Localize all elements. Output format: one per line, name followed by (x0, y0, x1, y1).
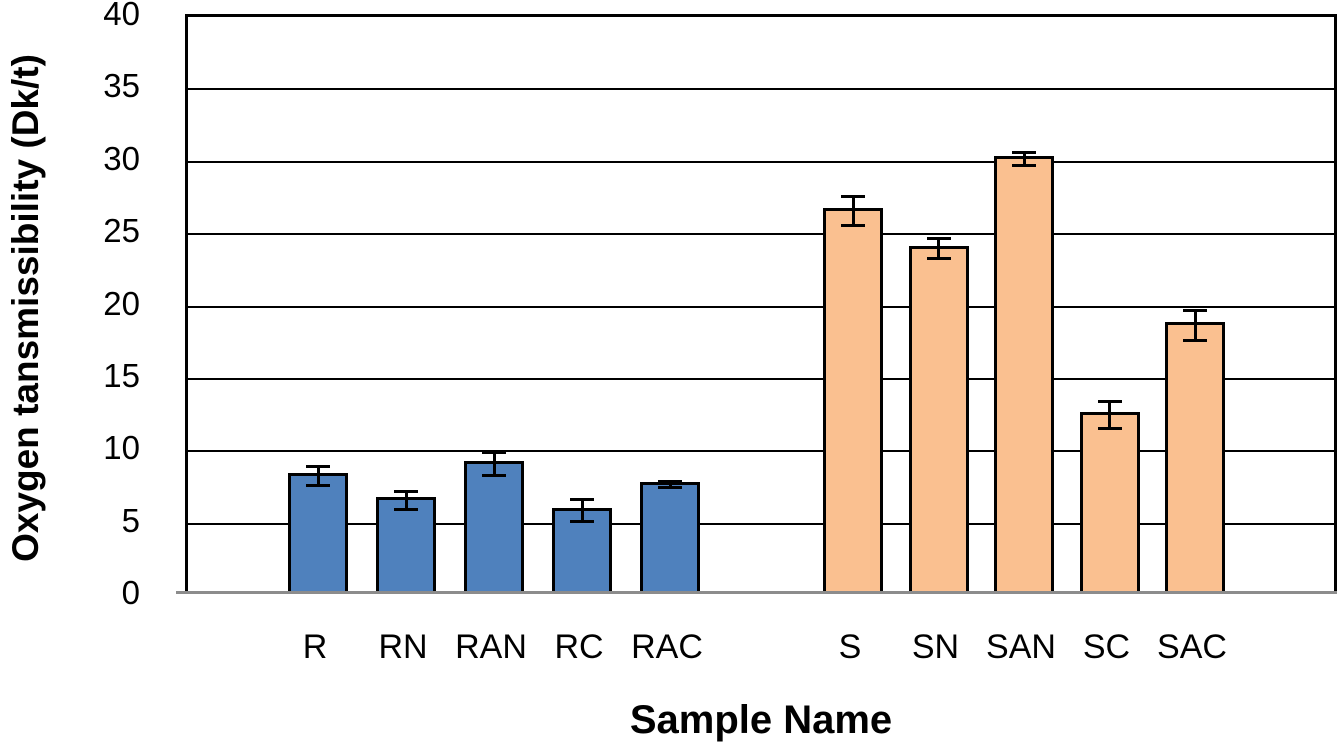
error-bar-cap-top (658, 480, 682, 484)
bar-SAC (1165, 322, 1225, 593)
error-bar-cap-top (570, 498, 594, 502)
gridline-10 (188, 450, 1334, 453)
x-axis-title: Sample Name (629, 698, 893, 742)
gridline-25 (188, 233, 1334, 236)
x-category-label-S: S (838, 628, 862, 666)
gridline-15 (188, 377, 1334, 380)
error-bar-cap-bottom (570, 519, 594, 523)
gridline-20 (188, 305, 1334, 308)
bar-SAN (994, 155, 1054, 593)
y-tick-label-20: 20 (103, 284, 140, 322)
error-bar-cap-top (1183, 308, 1207, 312)
x-category-label-SAN: SAN (986, 628, 1056, 666)
error-bar-cap-bottom (841, 223, 865, 227)
x-category-label-RAN: RAN (455, 628, 527, 666)
error-bar-cap-top (394, 489, 418, 493)
gridline-30 (188, 160, 1334, 163)
error-bar-line (580, 498, 584, 523)
x-category-label-RC: RC (554, 628, 604, 666)
error-bar-cap-top (306, 465, 330, 468)
error-bar-cap-top (926, 237, 951, 241)
y-tick-label-10: 10 (103, 429, 140, 467)
error-bar-line (492, 451, 496, 478)
error-bar-SN (926, 237, 951, 261)
error-bar-cap-bottom (394, 508, 418, 512)
error-bar-cap-bottom (926, 257, 951, 261)
bar-RN (376, 497, 436, 593)
error-bar-SAN (1012, 150, 1036, 167)
error-bar-line (1022, 150, 1026, 167)
error-bar-line (316, 465, 320, 487)
error-bar-cap-top (1012, 150, 1036, 154)
error-bar-cap-bottom (1012, 163, 1036, 167)
error-bar-S (841, 195, 865, 227)
error-bar-cap-top (841, 195, 865, 199)
y-tick-label-35: 35 (103, 67, 140, 105)
error-bar-R (306, 465, 330, 487)
bar-RAC (640, 481, 700, 593)
error-bar-SAC (1183, 308, 1207, 342)
error-bar-cap-bottom (658, 485, 682, 489)
error-bar-line (404, 489, 408, 512)
y-tick-label-25: 25 (103, 212, 140, 250)
error-bar-RAC (658, 480, 682, 489)
x-category-label-SN: SN (911, 628, 960, 666)
bar-S (823, 207, 883, 593)
y-tick-label-0: 0 (121, 574, 140, 611)
bar-R (288, 472, 348, 593)
x-category-label-SC: SC (1082, 628, 1131, 666)
bar-SN (908, 245, 969, 593)
error-bar-cap-bottom (1097, 427, 1122, 431)
y-tick-label-5: 5 (121, 501, 140, 539)
x-category-label-SAC: SAC (1157, 628, 1227, 666)
error-bar-cap-top (1097, 399, 1122, 403)
x-category-label-R: R (302, 628, 328, 666)
error-bar-cap-bottom (1183, 338, 1207, 342)
bar-RAN (464, 461, 524, 593)
plot-area (185, 14, 1337, 593)
error-bar-line (937, 237, 940, 261)
y-tick-label-40: 40 (103, 0, 140, 32)
error-bar-line (668, 480, 672, 489)
error-bar-RAN (482, 451, 506, 478)
error-bar-cap-bottom (306, 483, 330, 487)
error-bar-RC (570, 498, 594, 523)
y-tick-label-30: 30 (103, 139, 140, 177)
gridline-35 (188, 88, 1334, 91)
y-tick-label-15: 15 (103, 356, 140, 394)
error-bar-line (1193, 308, 1197, 342)
x-category-label-RAC: RAC (631, 628, 703, 666)
error-bar-SC (1097, 399, 1122, 431)
bar-SC (1079, 412, 1140, 593)
error-bar-RN (394, 489, 418, 512)
error-bar-line (1108, 399, 1111, 431)
x-category-label-RN: RN (378, 628, 428, 666)
x-axis-baseline (176, 591, 1337, 594)
error-bar-cap-bottom (482, 474, 506, 478)
gridline-5 (188, 522, 1334, 525)
error-bar-cap-top (482, 451, 506, 455)
error-bar-line (851, 195, 855, 227)
